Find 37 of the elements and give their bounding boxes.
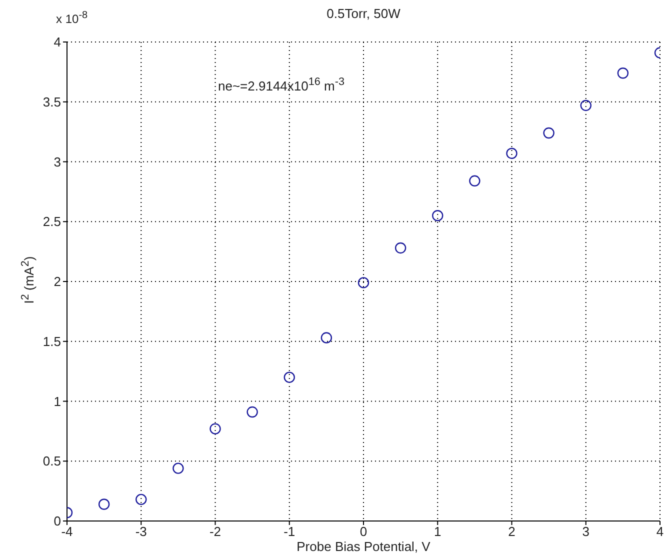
x-tick-label: -2 xyxy=(209,524,222,540)
point xyxy=(136,494,147,506)
y-tick-label: 0.5 xyxy=(42,454,61,469)
text: x 10$^{-8}$ xyxy=(56,10,88,26)
chart-title: 0.5Torr, 50W xyxy=(326,6,400,21)
y-tick-label: 4 xyxy=(54,34,61,50)
point xyxy=(506,148,518,159)
x-tick-label: -1 xyxy=(284,524,296,540)
y-tick-label: 1.5 xyxy=(42,334,61,349)
point xyxy=(320,332,332,344)
point xyxy=(246,406,258,418)
point xyxy=(394,242,406,254)
point xyxy=(543,127,554,139)
x-tick-label: -4 xyxy=(61,524,73,540)
x-tick-label: 4 xyxy=(656,524,664,540)
y-tick-label: 3 xyxy=(54,154,61,170)
y-tick-label: 2 xyxy=(54,274,61,290)
x-tick-label: 2 xyxy=(508,524,516,540)
point xyxy=(358,277,370,288)
point xyxy=(580,100,592,112)
x-tick-label: -3 xyxy=(135,524,147,540)
point xyxy=(98,498,110,510)
x-tick-label: 3 xyxy=(582,524,590,540)
point xyxy=(469,175,480,187)
point xyxy=(432,210,444,222)
point xyxy=(210,423,221,434)
x-tick-label: 0 xyxy=(360,524,368,540)
point xyxy=(172,462,184,474)
y-tick-label: 3.5 xyxy=(42,94,61,110)
y-tick-label: 1 xyxy=(54,394,61,409)
y-tick-label: 2.5 xyxy=(42,214,61,230)
annotation: ne~=2.9144x10$^{16}$ m$^{-3}$ xyxy=(218,76,345,94)
x-tick-label: 1 xyxy=(434,524,442,540)
x-axis-title: Probe Bias Potential, V xyxy=(296,539,432,554)
y-tick-label: 0 xyxy=(54,514,61,529)
point xyxy=(284,372,295,383)
point xyxy=(617,68,629,79)
